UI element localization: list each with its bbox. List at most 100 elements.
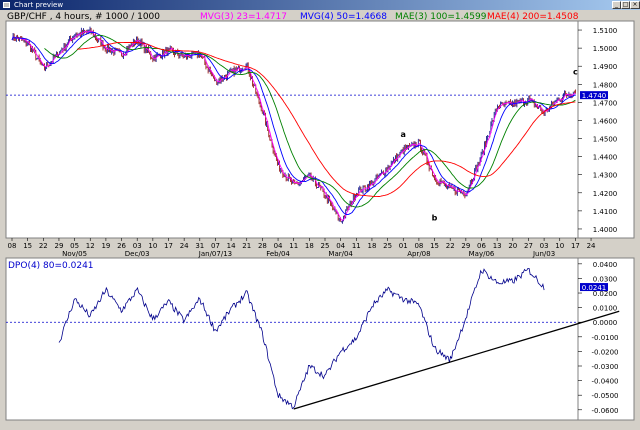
month-label: Nov/05 <box>62 250 87 258</box>
price-x-tick-label: 24 <box>180 242 189 250</box>
dpo-y-tick-label: 0.0200 <box>593 290 618 298</box>
price-x-tick-label: 29 <box>461 242 470 250</box>
price-x-tick-label: 06 <box>477 242 486 250</box>
dpo-last-label: 0.0241 <box>582 284 607 292</box>
dpo-line <box>58 268 545 410</box>
price-x-tick-label: 21 <box>242 242 251 250</box>
last-price-marker <box>580 91 608 100</box>
price-x-tick-label: 04 <box>274 242 283 250</box>
price-y-tick-label: 1.4600 <box>593 117 618 125</box>
dpo-y-tick-label: 0.0100 <box>593 305 618 313</box>
price-axis-background <box>577 20 635 239</box>
moving-average-line <box>44 34 576 208</box>
price-x-tick-label: 03 <box>540 242 549 250</box>
month-label: Feb/04 <box>266 250 290 258</box>
price-x-tick-label: 07 <box>211 242 220 250</box>
price-x-tick-label: 15 <box>430 242 439 250</box>
price-y-tick-label: 1.4100 <box>593 208 618 216</box>
price-y-tick-label: 1.4300 <box>593 172 618 180</box>
price-x-tick-label: 08 <box>414 242 423 250</box>
price-x-tick-label: 12 <box>86 242 95 250</box>
price-chart-title: GBP/CHF , 4 hours, # 1000 / 1000 <box>7 12 160 22</box>
month-label: Mar/04 <box>328 250 353 258</box>
price-y-tick-label: 1.4000 <box>593 226 618 234</box>
price-x-tick-label: 04 <box>336 242 345 250</box>
minimize-button[interactable]: _ <box>612 1 621 9</box>
dpo-y-tick-label: -0.0600 <box>591 407 618 415</box>
price-x-tick-label: 17 <box>164 242 173 250</box>
price-x-tick-label: 22 <box>446 242 455 250</box>
price-x-tick-label: 26 <box>117 242 126 250</box>
indicator-label: MVG(4) 50=1.4668 <box>300 12 387 22</box>
window-titlebar: Chart preview _ □ × <box>0 0 640 10</box>
dpo-y-tick-label: -0.0100 <box>591 334 618 342</box>
price-x-tick-label: 10 <box>555 242 564 250</box>
dpo-plot-background <box>5 257 579 421</box>
month-label: Dec/03 <box>125 250 150 258</box>
price-x-tick-label: 27 <box>524 242 533 250</box>
indicator-label: MVG(3) 23=1.4717 <box>200 12 287 22</box>
price-y-tick-label: 1.4900 <box>593 63 618 71</box>
moving-average-line <box>77 41 576 198</box>
price-y-tick-label: 1.4500 <box>593 136 618 144</box>
price-x-tick-label: 19 <box>101 242 110 250</box>
month-label: Apr/08 <box>407 250 430 258</box>
price-y-tick-label: 1.5000 <box>593 45 618 53</box>
dpo-y-tick-label: 0.0300 <box>593 275 618 283</box>
price-x-tick-label: 24 <box>587 242 596 250</box>
dpo-last-marker <box>580 283 608 292</box>
price-x-tick-label: 13 <box>493 242 502 250</box>
indicator-label: MAE(4) 200=1.4508 <box>487 12 579 22</box>
month-label: Jun/03 <box>532 250 555 258</box>
dpo-y-tick-label: -0.0200 <box>591 348 618 356</box>
price-x-tick-label: 25 <box>321 242 330 250</box>
price-x-tick-label: 29 <box>54 242 63 250</box>
price-y-tick-label: 1.4700 <box>593 99 618 107</box>
price-x-tick-label: 08 <box>8 242 17 250</box>
price-x-tick-label: 10 <box>148 242 157 250</box>
wave-annotation: a <box>401 130 406 139</box>
price-x-tick-label: 18 <box>367 242 376 250</box>
price-x-tick-label: 31 <box>195 242 204 250</box>
price-x-tick-label: 25 <box>383 242 392 250</box>
price-x-tick-label: 11 <box>289 242 298 250</box>
chart-area: GBP/CHF , 4 hours, # 1000 / 1000 MVG(3) 2… <box>0 10 640 430</box>
dpo-y-tick-label: -0.0400 <box>591 378 618 386</box>
dpo-panel: DPO(4) 80=0.0241 0.0400 0.0300 0.0200 0.0100… <box>5 257 635 421</box>
dpo-y-tick-label: 0.0400 <box>593 261 618 269</box>
price-x-tick-label: 17 <box>571 242 580 250</box>
price-plot-background <box>5 20 579 239</box>
price-x-tick-label: 15 <box>23 242 32 250</box>
price-y-tick-label: 1.4200 <box>593 190 618 198</box>
dpo-trendline <box>293 310 620 410</box>
price-x-tick-label: 01 <box>399 242 408 250</box>
wave-annotation: c <box>573 67 578 76</box>
price-x-tick-label: 28 <box>258 242 267 250</box>
dpo-title: DPO(4) 80=0.0241 <box>8 261 94 271</box>
dpo-y-tick-label: 0.0000 <box>593 319 618 327</box>
chart-window-icon <box>3 2 10 8</box>
wave-annotation: b <box>432 214 438 223</box>
price-y-tick-label: 1.5100 <box>593 27 618 35</box>
moving-average-line <box>11 30 576 221</box>
maximize-button[interactable]: □ <box>621 1 630 9</box>
close-button[interactable]: × <box>630 1 640 9</box>
month-label: Jan/07/13 <box>198 250 232 258</box>
last-price-label: 1.4740 <box>582 92 607 100</box>
price-x-tick-label: 03 <box>133 242 142 250</box>
price-x-tick-label: 22 <box>39 242 48 250</box>
moving-average-line <box>11 31 576 216</box>
price-x-tick-label: 11 <box>352 242 361 250</box>
window-title: Chart preview <box>14 1 64 9</box>
price-panel: GBP/CHF , 4 hours, # 1000 / 1000 MVG(3) 2… <box>5 12 635 258</box>
dpo-y-tick-label: -0.0300 <box>591 363 618 371</box>
price-x-tick-label: 14 <box>227 242 236 250</box>
month-label: May/06 <box>469 250 495 258</box>
dpo-y-tick-label: -0.0500 <box>591 392 618 400</box>
price-x-tick-label: 18 <box>305 242 314 250</box>
price-x-tick-label: 20 <box>508 242 517 250</box>
price-x-tick-label: 05 <box>70 242 79 250</box>
price-y-tick-label: 1.4800 <box>593 81 618 89</box>
indicator-label: MAE(3) 100=1.4599 <box>395 12 487 22</box>
price-y-tick-label: 1.4400 <box>593 154 618 162</box>
